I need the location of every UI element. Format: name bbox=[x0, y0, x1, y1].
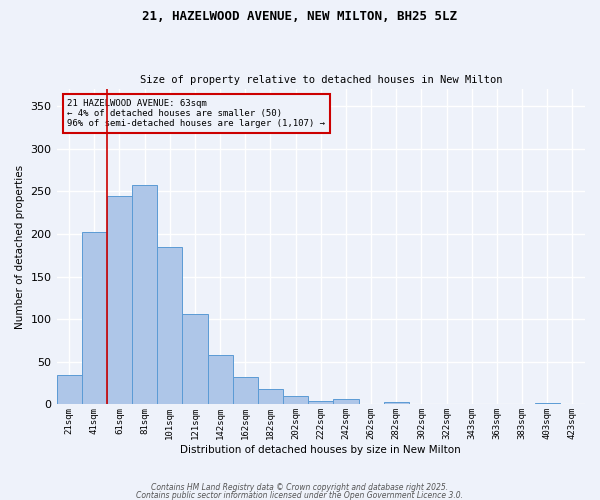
Bar bbox=[107, 196, 132, 404]
Bar bbox=[82, 232, 107, 404]
Text: Contains public sector information licensed under the Open Government Licence 3.: Contains public sector information licen… bbox=[137, 490, 464, 500]
Bar bbox=[334, 400, 359, 404]
Y-axis label: Number of detached properties: Number of detached properties bbox=[15, 164, 25, 329]
Bar bbox=[132, 184, 157, 404]
Bar bbox=[233, 377, 258, 404]
Bar bbox=[258, 389, 283, 404]
Bar bbox=[56, 374, 82, 404]
Text: 21 HAZELWOOD AVENUE: 63sqm
← 4% of detached houses are smaller (50)
96% of semi-: 21 HAZELWOOD AVENUE: 63sqm ← 4% of detac… bbox=[67, 98, 325, 128]
X-axis label: Distribution of detached houses by size in New Milton: Distribution of detached houses by size … bbox=[181, 445, 461, 455]
Bar bbox=[383, 402, 409, 404]
Bar bbox=[308, 401, 334, 404]
Bar bbox=[283, 396, 308, 404]
Text: 21, HAZELWOOD AVENUE, NEW MILTON, BH25 5LZ: 21, HAZELWOOD AVENUE, NEW MILTON, BH25 5… bbox=[143, 10, 458, 23]
Bar bbox=[208, 355, 233, 405]
Bar bbox=[182, 314, 208, 404]
Title: Size of property relative to detached houses in New Milton: Size of property relative to detached ho… bbox=[140, 76, 502, 86]
Bar bbox=[535, 402, 560, 404]
Text: Contains HM Land Registry data © Crown copyright and database right 2025.: Contains HM Land Registry data © Crown c… bbox=[151, 484, 449, 492]
Bar bbox=[157, 246, 182, 404]
